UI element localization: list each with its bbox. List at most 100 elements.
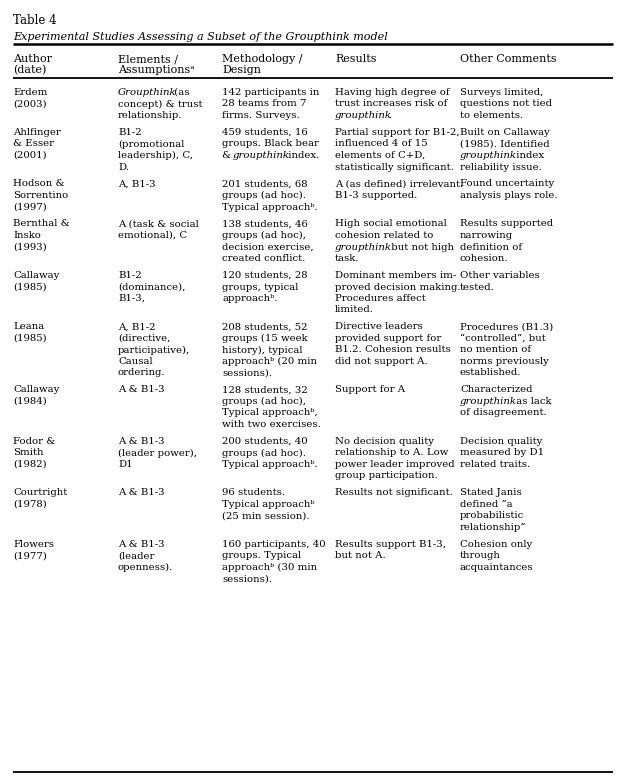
Text: measured by D1: measured by D1 bbox=[460, 449, 544, 457]
Text: acquaintances: acquaintances bbox=[460, 563, 534, 572]
Text: Design: Design bbox=[222, 65, 261, 75]
Text: Erdem: Erdem bbox=[13, 88, 47, 97]
Text: Fodor &: Fodor & bbox=[13, 437, 55, 446]
Text: (1977): (1977) bbox=[13, 551, 47, 561]
Text: Built on Callaway: Built on Callaway bbox=[460, 128, 549, 137]
Text: Methodology /: Methodology / bbox=[222, 54, 303, 64]
Text: Typical approachᵇ: Typical approachᵇ bbox=[222, 500, 315, 509]
Text: A & B1-3: A & B1-3 bbox=[118, 386, 164, 394]
Text: emotional), C: emotional), C bbox=[118, 231, 187, 240]
Text: (2003): (2003) bbox=[13, 99, 47, 109]
Text: 208 students, 52: 208 students, 52 bbox=[222, 322, 308, 332]
Text: Procedures (B1.3): Procedures (B1.3) bbox=[460, 322, 553, 332]
Text: Found uncertainty: Found uncertainty bbox=[460, 180, 554, 188]
Text: power leader improved: power leader improved bbox=[335, 460, 455, 469]
Text: B1.2. Cohesion results: B1.2. Cohesion results bbox=[335, 346, 451, 354]
Text: Stated Janis: Stated Janis bbox=[460, 489, 521, 497]
Text: cohesion.: cohesion. bbox=[460, 254, 508, 263]
Text: relationship to A. Low: relationship to A. Low bbox=[335, 449, 449, 457]
Text: Causal: Causal bbox=[118, 357, 153, 366]
Text: openness).: openness). bbox=[118, 563, 173, 572]
Text: 160 participants, 40: 160 participants, 40 bbox=[222, 540, 326, 549]
Text: reliability issue.: reliability issue. bbox=[460, 163, 542, 171]
Text: A & B1-3: A & B1-3 bbox=[118, 489, 164, 497]
Text: 120 students, 28: 120 students, 28 bbox=[222, 271, 308, 280]
Text: approachᵇ (20 min: approachᵇ (20 min bbox=[222, 357, 317, 366]
Text: provided support for: provided support for bbox=[335, 334, 441, 343]
Text: Hodson &: Hodson & bbox=[13, 180, 65, 188]
Text: Typical approachᵇ.: Typical approachᵇ. bbox=[222, 460, 318, 469]
Text: groups. Black bear: groups. Black bear bbox=[222, 139, 319, 149]
Text: Callaway: Callaway bbox=[13, 271, 59, 280]
Text: Typical approachᵇ.: Typical approachᵇ. bbox=[222, 203, 318, 211]
Text: created conflict.: created conflict. bbox=[222, 254, 305, 263]
Text: &: & bbox=[222, 151, 234, 160]
Text: Dominant members im-: Dominant members im- bbox=[335, 271, 456, 280]
Text: Flowers: Flowers bbox=[13, 540, 54, 549]
Text: (1984): (1984) bbox=[13, 397, 47, 406]
Text: established.: established. bbox=[460, 368, 521, 378]
Text: “controlled”, but: “controlled”, but bbox=[460, 334, 546, 343]
Text: Bernthal &: Bernthal & bbox=[13, 220, 70, 228]
Text: approachᵇ (30 min: approachᵇ (30 min bbox=[222, 563, 317, 572]
Text: & Esser: & Esser bbox=[13, 139, 54, 149]
Text: Procedures affect: Procedures affect bbox=[335, 294, 426, 303]
Text: groupthink: groupthink bbox=[460, 397, 517, 406]
Text: did not support A.: did not support A. bbox=[335, 357, 428, 366]
Text: (1985): (1985) bbox=[13, 334, 47, 343]
Text: No decision quality: No decision quality bbox=[335, 437, 434, 446]
Text: groups (ad hoc).: groups (ad hoc). bbox=[222, 449, 306, 457]
Text: through: through bbox=[460, 551, 501, 561]
Text: (promotional: (promotional bbox=[118, 139, 184, 149]
Text: 138 students, 46: 138 students, 46 bbox=[222, 220, 308, 228]
Text: B1-3 supported.: B1-3 supported. bbox=[335, 191, 417, 200]
Text: Support for A: Support for A bbox=[335, 386, 405, 394]
Text: 128 students, 32: 128 students, 32 bbox=[222, 386, 308, 394]
Text: questions not tied: questions not tied bbox=[460, 99, 552, 109]
Text: (1985): (1985) bbox=[13, 282, 47, 292]
Text: (directive,: (directive, bbox=[118, 334, 170, 343]
Text: limited.: limited. bbox=[335, 306, 374, 314]
Text: of disagreement.: of disagreement. bbox=[460, 408, 547, 418]
Text: proved decision making.: proved decision making. bbox=[335, 282, 460, 292]
Text: (leader: (leader bbox=[118, 551, 155, 561]
Text: A & B1-3: A & B1-3 bbox=[118, 540, 164, 549]
Text: Partial support for B1-2,: Partial support for B1-2, bbox=[335, 128, 460, 137]
Text: history), typical: history), typical bbox=[222, 346, 303, 354]
Text: (1993): (1993) bbox=[13, 242, 47, 252]
Text: Results support B1-3,: Results support B1-3, bbox=[335, 540, 446, 549]
Text: groupthink: groupthink bbox=[335, 111, 392, 120]
Text: A & B1-3: A & B1-3 bbox=[118, 437, 164, 446]
Text: groups. Typical: groups. Typical bbox=[222, 551, 301, 561]
Text: narrowing: narrowing bbox=[460, 231, 513, 240]
Text: A, B1-3: A, B1-3 bbox=[118, 180, 156, 188]
Text: D1: D1 bbox=[118, 460, 133, 469]
Text: groupthink: groupthink bbox=[460, 151, 517, 160]
Text: Results not significant.: Results not significant. bbox=[335, 489, 453, 497]
Text: Directive leaders: Directive leaders bbox=[335, 322, 423, 332]
Text: relationship.: relationship. bbox=[118, 111, 183, 120]
Text: decision exercise,: decision exercise, bbox=[222, 242, 313, 252]
Text: (2001): (2001) bbox=[13, 151, 47, 160]
Text: Decision quality: Decision quality bbox=[460, 437, 543, 446]
Text: Elements /: Elements / bbox=[118, 54, 178, 64]
Text: 28 teams from 7: 28 teams from 7 bbox=[222, 99, 307, 109]
Text: defined “a: defined “a bbox=[460, 500, 513, 509]
Text: groups (ad hoc),: groups (ad hoc), bbox=[222, 397, 306, 406]
Text: .: . bbox=[388, 111, 391, 120]
Text: but not high: but not high bbox=[388, 242, 454, 252]
Text: groups (15 week: groups (15 week bbox=[222, 334, 308, 343]
Text: Experimental Studies Assessing a Subset of the Groupthink model: Experimental Studies Assessing a Subset … bbox=[13, 32, 388, 42]
Text: elements of C+D,: elements of C+D, bbox=[335, 151, 426, 160]
Text: norms previously: norms previously bbox=[460, 357, 549, 366]
Text: analysis plays role.: analysis plays role. bbox=[460, 191, 558, 200]
Text: A (task & social: A (task & social bbox=[118, 220, 199, 228]
Text: (1997): (1997) bbox=[13, 203, 47, 211]
Text: Other variables: Other variables bbox=[460, 271, 540, 280]
Text: but not A.: but not A. bbox=[335, 551, 386, 561]
Text: (1982): (1982) bbox=[13, 460, 47, 469]
Text: statistically significant.: statistically significant. bbox=[335, 163, 454, 171]
Text: index.: index. bbox=[285, 151, 320, 160]
Text: Typical approachᵇ,: Typical approachᵇ, bbox=[222, 408, 318, 418]
Text: tested.: tested. bbox=[460, 282, 495, 292]
